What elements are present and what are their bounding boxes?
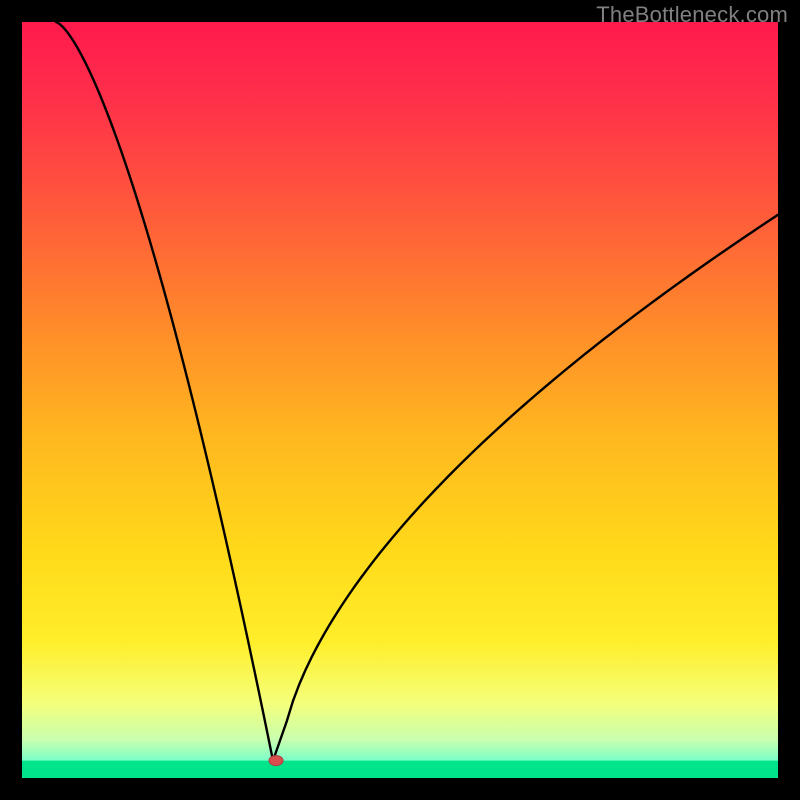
dip-marker bbox=[269, 756, 283, 766]
gradient-background bbox=[22, 22, 778, 778]
bottom-strip bbox=[22, 761, 778, 778]
plot-area bbox=[22, 22, 778, 778]
watermark-text: TheBottleneck.com bbox=[596, 2, 788, 28]
chart-stage: TheBottleneck.com bbox=[0, 0, 800, 800]
